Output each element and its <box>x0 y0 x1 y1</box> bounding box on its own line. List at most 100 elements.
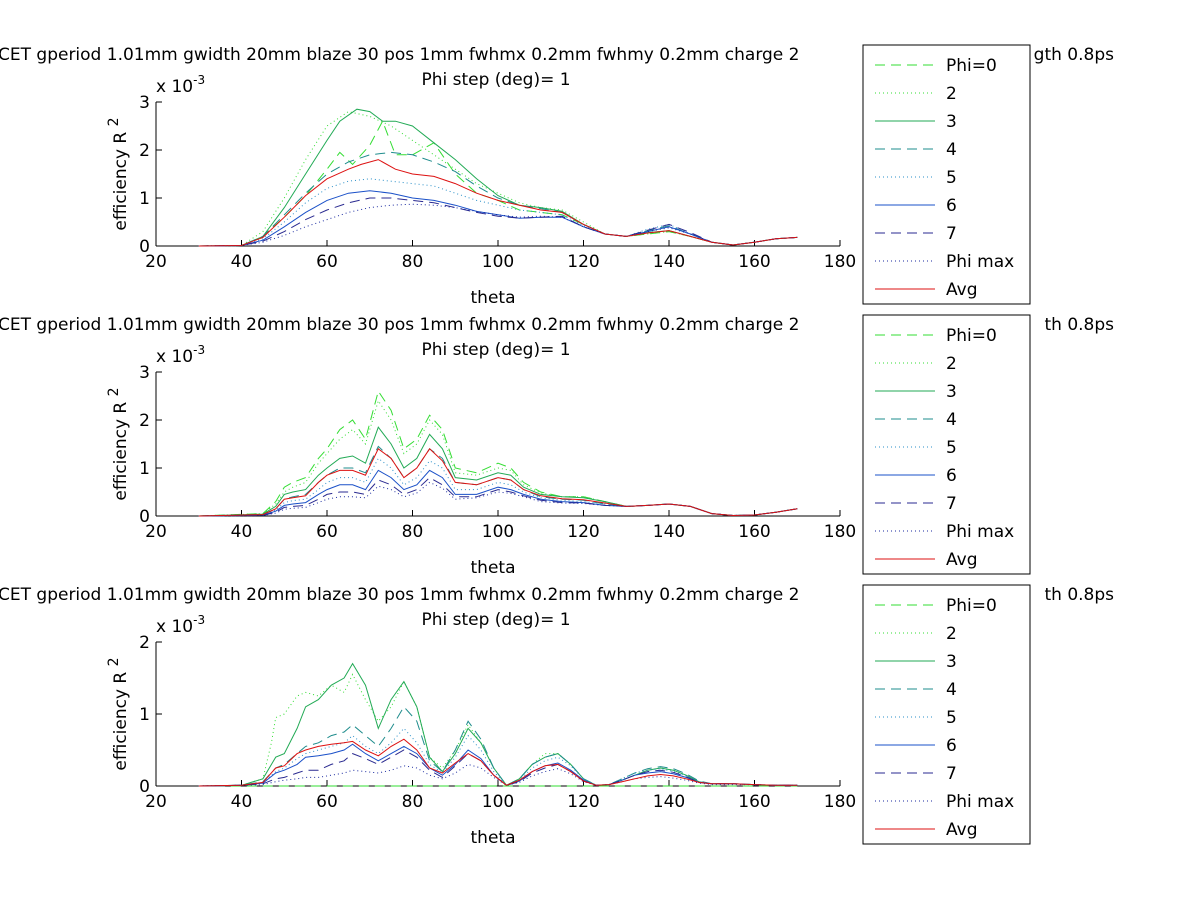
x-tick-label: 80 <box>402 522 424 542</box>
series-line-4 <box>198 151 798 247</box>
series-line-phi-0 <box>198 119 798 247</box>
chart-subtitle: Phi step (deg)= 1 <box>421 610 570 630</box>
y-multiplier: x 10-3 <box>156 73 205 97</box>
chart-title: CET gperiod 1.01mm gwidth 20mm blaze 30 … <box>0 315 799 335</box>
x-tick-label: 60 <box>316 252 338 272</box>
series-line-7 <box>198 749 798 787</box>
y-tick-label: 0 <box>139 777 150 797</box>
chart-title-tail: gth 0.8ps <box>1034 45 1114 65</box>
series-line-7 <box>198 476 798 517</box>
y-tick-label: 1 <box>139 705 150 725</box>
x-tick-label: 40 <box>231 522 253 542</box>
legend-label: 4 <box>946 410 957 430</box>
legend-label: 3 <box>946 652 957 672</box>
y-tick-label: 1 <box>139 459 150 479</box>
legend-label: Avg <box>946 280 978 300</box>
chart-subtitle: Phi step (deg)= 1 <box>421 70 570 90</box>
x-tick-label: 180 <box>824 252 856 272</box>
series-line-3 <box>198 662 798 787</box>
legend-label: 3 <box>946 382 957 402</box>
x-tick-label: 60 <box>316 792 338 812</box>
x-tick-label: 140 <box>653 252 685 272</box>
x-tick-label: 140 <box>653 792 685 812</box>
x-axis-label: theta <box>471 828 516 848</box>
x-tick-label: 160 <box>738 522 770 542</box>
y-tick-label: 3 <box>139 93 150 113</box>
y-tick-label: 2 <box>139 633 150 653</box>
legend-label: 2 <box>946 354 957 374</box>
legend-label: 3 <box>946 112 957 132</box>
series-line-2 <box>198 673 798 787</box>
x-tick-label: 80 <box>402 252 424 272</box>
legend-label: Phi=0 <box>946 326 997 346</box>
subplot-2: CET gperiod 1.01mm gwidth 20mm blaze 30 … <box>0 314 1114 578</box>
legend-box <box>862 314 1031 575</box>
y-axis-label: efficiency R 2 <box>106 117 131 230</box>
x-tick-label: 120 <box>567 252 599 272</box>
x-tick-label: 100 <box>482 522 514 542</box>
series-line-avg <box>198 738 798 787</box>
series-line-4 <box>198 445 798 517</box>
x-tick-label: 60 <box>316 522 338 542</box>
subplot-1: CET gperiod 1.01mm gwidth 20mm blaze 30 … <box>0 44 1114 308</box>
x-tick-label: 40 <box>231 252 253 272</box>
y-multiplier: x 10-3 <box>156 343 205 367</box>
series-line-7 <box>198 197 798 247</box>
x-axis-label: theta <box>471 558 516 578</box>
series-line-3 <box>198 108 798 247</box>
x-tick-label: 180 <box>824 522 856 542</box>
legend: Phi=0 2 3 4 5 6 7 Phi max Avg <box>862 44 1031 305</box>
y-tick-label: 2 <box>139 411 150 431</box>
series-line-6 <box>198 190 798 247</box>
legend-label: 6 <box>946 196 957 216</box>
legend-label: Phi max <box>946 522 1014 542</box>
series-line-5 <box>198 727 798 787</box>
chart-subtitle: Phi step (deg)= 1 <box>421 340 570 360</box>
legend-label: 7 <box>946 224 957 244</box>
legend: Phi=0 2 3 4 5 6 7 Phi max Avg <box>862 584 1031 845</box>
y-tick-label: 2 <box>139 141 150 161</box>
series-line-avg <box>198 448 798 517</box>
legend-label: 5 <box>946 168 957 188</box>
legend-label: 5 <box>946 438 957 458</box>
legend-label: Avg <box>946 820 978 840</box>
y-tick-label: 0 <box>139 507 150 527</box>
y-tick-label: 3 <box>139 363 150 383</box>
legend-label: Phi max <box>946 252 1014 272</box>
x-tick-label: 120 <box>567 522 599 542</box>
legend-label: Phi=0 <box>946 596 997 616</box>
x-tick-label: 20 <box>145 252 167 272</box>
y-tick-label: 1 <box>139 189 150 209</box>
legend-box <box>862 584 1031 845</box>
y-axis-label: efficiency R 2 <box>106 657 131 770</box>
x-tick-label: 20 <box>145 792 167 812</box>
x-tick-label: 160 <box>738 252 770 272</box>
y-multiplier: x 10-3 <box>156 613 205 637</box>
x-tick-label: 120 <box>567 792 599 812</box>
legend-label: 2 <box>946 84 957 104</box>
x-tick-label: 40 <box>231 792 253 812</box>
x-tick-label: 180 <box>824 792 856 812</box>
legend-label: 6 <box>946 736 957 756</box>
chart-title: CET gperiod 1.01mm gwidth 20mm blaze 30 … <box>0 45 799 65</box>
series-line-3 <box>198 426 798 517</box>
y-axis-label: efficiency R 2 <box>106 387 131 500</box>
legend-label: Phi max <box>946 792 1014 812</box>
legend-box <box>862 44 1031 305</box>
legend-label: 6 <box>946 466 957 486</box>
x-tick-label: 160 <box>738 792 770 812</box>
x-tick-label: 100 <box>482 792 514 812</box>
legend-label: Phi=0 <box>946 56 997 76</box>
legend-label: 5 <box>946 708 957 728</box>
legend-label: 4 <box>946 140 957 160</box>
series-line-4 <box>198 705 798 787</box>
legend: Phi=0 2 3 4 5 6 7 Phi max Avg <box>862 314 1031 575</box>
legend-label: Avg <box>946 550 978 570</box>
x-tick-label: 140 <box>653 522 685 542</box>
series-line-phi-max <box>198 203 798 247</box>
chart-title-tail: th 0.8ps <box>1044 315 1114 335</box>
chart-title: CET gperiod 1.01mm gwidth 20mm blaze 30 … <box>0 585 799 605</box>
chart-title-tail: th 0.8ps <box>1044 585 1114 605</box>
legend-label: 2 <box>946 624 957 644</box>
